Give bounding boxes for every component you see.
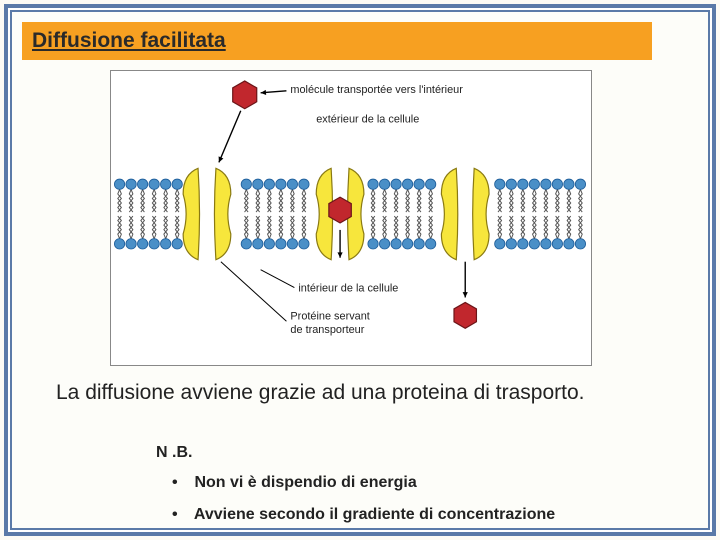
svg-text:de transporteur: de transporteur xyxy=(290,324,364,336)
body-text: La diffusione avviene grazie ad una prot… xyxy=(56,380,664,406)
list-item: • Non vi è dispendio di energia xyxy=(172,474,555,492)
svg-text:molécule transportée vers l'in: molécule transportée vers l'intérieur xyxy=(290,84,463,96)
bullet-list: • Non vi è dispendio di energia • Avvien… xyxy=(172,474,555,538)
bullet-dot-icon: • xyxy=(172,506,190,524)
list-item-label: Non vi è dispendio di energia xyxy=(194,474,416,491)
svg-text:intérieur de la cellule: intérieur de la cellule xyxy=(298,283,398,295)
outer-frame: Diffusione facilitata molécule transport… xyxy=(4,4,716,536)
svg-text:Protéine servant: Protéine servant xyxy=(290,310,369,322)
nb-label: N .B. xyxy=(156,444,192,462)
title-bar: Diffusione facilitata xyxy=(22,22,652,60)
page-title: Diffusione facilitata xyxy=(32,29,226,53)
list-item: • Avviene secondo il gradiente di concen… xyxy=(172,506,555,524)
bullet-dot-icon: • xyxy=(172,474,190,492)
list-item-label: Avviene secondo il gradiente di concentr… xyxy=(194,506,555,523)
diagram-container: molécule transportée vers l'intérieur ext… xyxy=(110,70,592,366)
svg-text:extérieur de la cellule: extérieur de la cellule xyxy=(316,114,419,126)
membrane-diagram: molécule transportée vers l'intérieur ext… xyxy=(111,71,591,365)
inner-frame: Diffusione facilitata molécule transport… xyxy=(10,10,710,530)
